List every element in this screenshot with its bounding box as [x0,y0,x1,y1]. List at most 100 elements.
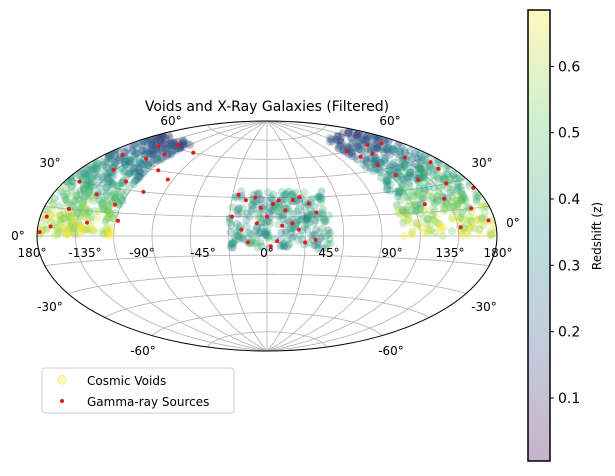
void-point [305,218,314,227]
void-point [418,156,426,165]
void-point [107,228,116,237]
void-point [261,218,270,227]
void-point [82,209,91,217]
void-point [314,213,323,222]
void-point [111,195,119,204]
void-point [55,218,64,227]
colorbar-label: Redshift (z) [590,202,604,270]
void-point [353,142,362,151]
void-point [243,209,252,218]
void-point [360,131,368,140]
void-point [141,150,150,159]
void-point [159,136,168,145]
void-point [148,159,156,168]
void-point [416,164,425,173]
gamma-ray-point [422,202,427,207]
void-point [167,139,176,148]
void-point [355,145,364,154]
void-point [65,217,74,226]
void-point [86,218,95,227]
void-point [445,174,454,183]
void-point [104,214,112,223]
gamma-ray-point [275,239,280,244]
void-point [239,204,247,213]
void-point [400,169,409,178]
void-point [431,176,440,185]
void-point [419,171,428,180]
void-point [68,182,77,191]
void-point [77,223,86,232]
void-point [458,232,467,240]
void-point [43,207,52,216]
void-point [372,139,381,148]
void-point [154,147,163,156]
gamma-ray-point [306,201,311,206]
void-point [167,147,176,156]
void-point [369,166,378,175]
void-point [256,238,265,247]
void-point [287,191,296,200]
void-point [449,207,458,216]
void-point [441,164,450,173]
void-point [390,162,399,171]
void-point [353,142,362,151]
void-point [126,161,135,170]
void-point [61,210,70,218]
void-point [48,213,57,222]
void-point [416,209,425,218]
void-point [73,209,82,218]
parallel-line [104,293,430,318]
void-point [417,164,426,173]
void-point [101,217,110,226]
void-point [80,209,89,218]
void-point [147,139,156,148]
void-point [105,207,114,216]
void-point [473,193,482,202]
void-point [460,223,469,232]
void-point [115,182,124,190]
void-point [424,168,433,177]
void-point [99,161,108,170]
void-point [115,156,124,164]
void-point [103,183,111,192]
void-point [50,231,59,240]
void-point [403,173,411,182]
void-point [420,187,429,196]
void-point [452,207,461,216]
void-point [186,140,194,149]
void-point [92,163,101,172]
void-point [83,176,92,185]
void-point [106,224,115,232]
void-point [290,188,299,197]
void-point [82,206,91,215]
void-point [95,196,104,204]
void-point [435,183,444,192]
void-point [432,217,441,226]
void-point [151,137,160,146]
void-point [462,228,471,237]
void-point [142,137,151,146]
void-point [382,172,391,181]
void-point [382,184,391,193]
void-point [318,224,327,233]
void-point [449,202,458,211]
void-point [449,169,458,178]
void-point [169,145,178,154]
void-point [289,210,298,219]
void-point [152,154,161,163]
void-point [370,145,379,154]
void-point [269,190,278,199]
void-point [86,178,95,187]
gamma-ray-point [156,168,161,173]
void-point [334,131,343,140]
void-point [316,195,325,204]
void-point [147,140,156,149]
gamma-ray-point [165,177,170,182]
void-point [314,244,323,253]
void-point [277,241,286,250]
void-point [136,168,145,177]
gamma-ray-point [239,227,244,232]
gamma-ray-point [365,142,370,147]
parallel-line [151,312,383,336]
void-point [454,179,463,188]
